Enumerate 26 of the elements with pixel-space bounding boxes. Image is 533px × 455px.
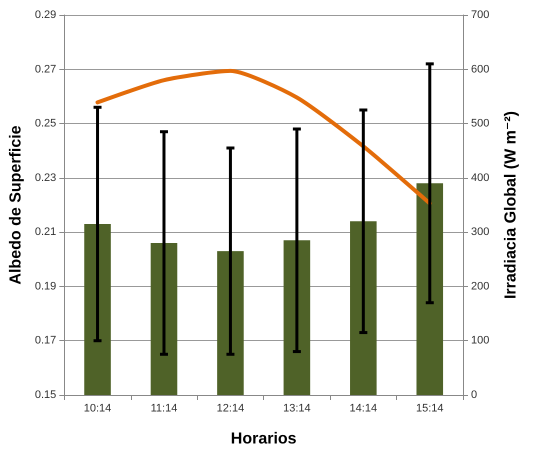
y-tick-label: 0.15 xyxy=(34,389,56,401)
y2-axis-title: Irradiacia Global (W m⁻²) xyxy=(502,110,520,300)
y-tick-label: 0.23 xyxy=(34,172,56,184)
y2-tick-label: 300 xyxy=(471,226,490,238)
y-tick-label: 0.25 xyxy=(34,118,56,130)
y-axis-title: Albedo de Superficie xyxy=(8,125,24,285)
y2-tick-label: 600 xyxy=(471,63,490,76)
y2-tick-label: 400 xyxy=(471,172,490,184)
y2-tick-label: 0 xyxy=(471,389,478,401)
y2-tick-label: 500 xyxy=(471,118,490,130)
y-tick-label: 0.29 xyxy=(34,9,56,21)
y-tick-label: 0.17 xyxy=(34,334,56,347)
x-tick-label: 15:14 xyxy=(416,402,444,414)
y2-tick-label: 200 xyxy=(471,280,490,292)
x-tick-label: 11:14 xyxy=(150,402,178,414)
line-series xyxy=(96,68,432,206)
y-tick-label: 0.27 xyxy=(34,63,56,76)
y-tick-label: 0.19 xyxy=(34,280,56,292)
y-tick-label: 0.21 xyxy=(34,226,56,238)
y2-tick-label: 700 xyxy=(471,9,490,21)
x-tick-label: 12:14 xyxy=(216,402,244,414)
x-tick-label: 14:14 xyxy=(350,402,378,414)
x-tick-label: 10:14 xyxy=(84,402,112,414)
x-axis-title: Horarios xyxy=(230,430,297,448)
y2-tick-label: 100 xyxy=(471,334,490,347)
x-tick-label: 13:14 xyxy=(283,402,311,414)
